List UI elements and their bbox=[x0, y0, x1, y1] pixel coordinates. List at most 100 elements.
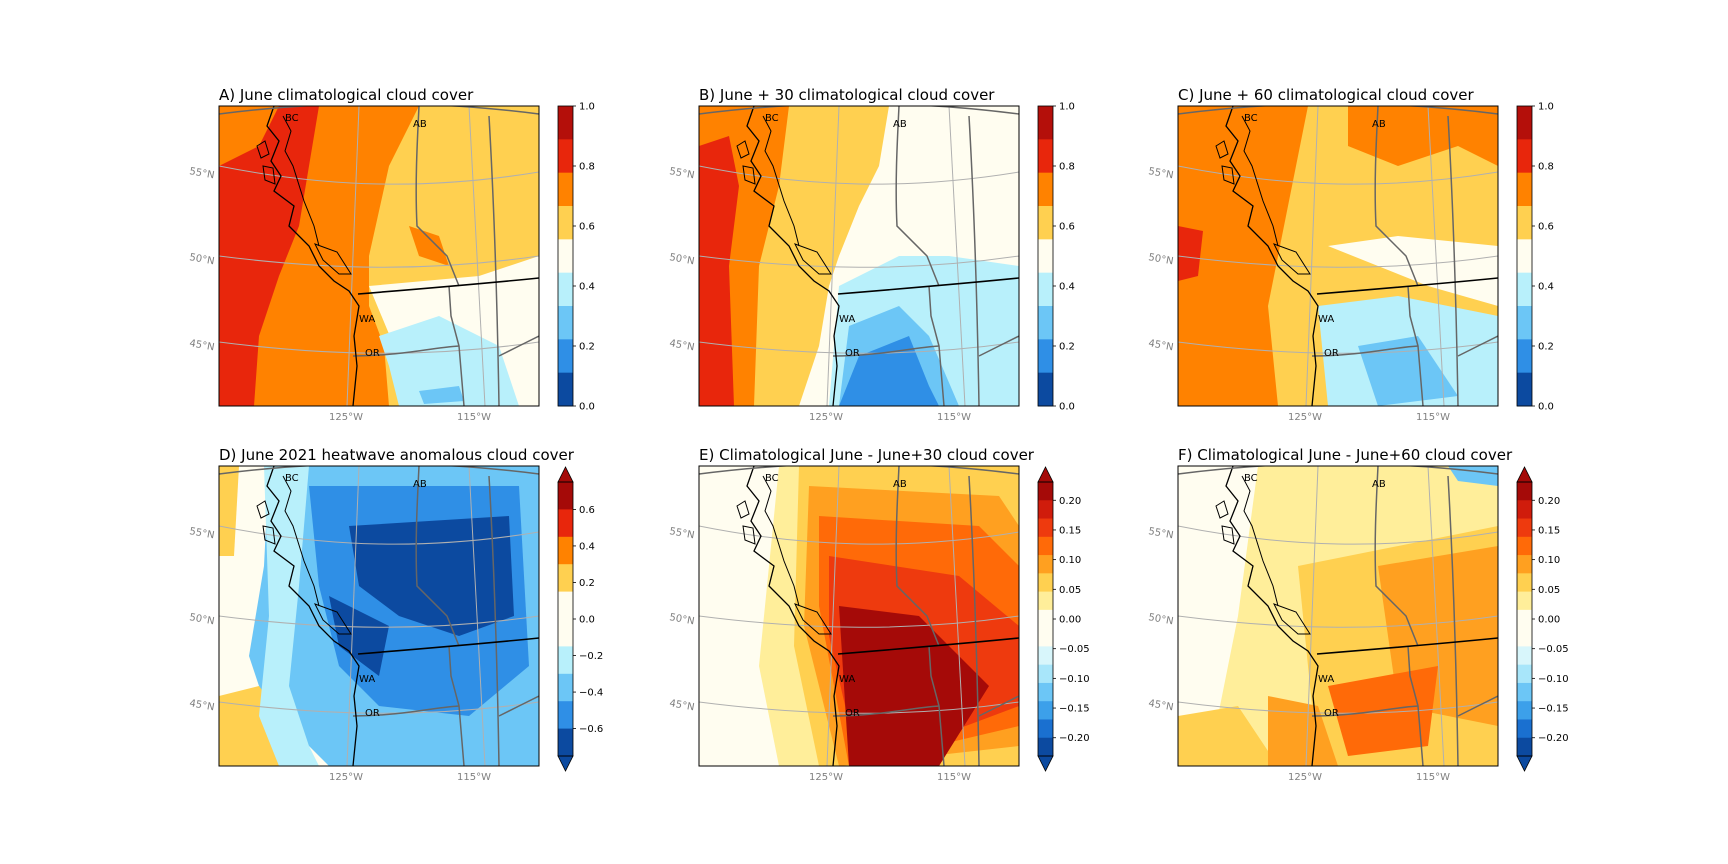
colorbar-tick-label: −0.2 bbox=[579, 651, 603, 662]
region-label: BC bbox=[285, 113, 299, 124]
graticule-line bbox=[1427, 466, 1445, 766]
latitude-label: 55°N bbox=[1147, 166, 1174, 181]
colorbar-segment bbox=[558, 239, 573, 274]
colorbar-tick-label: 0.0 bbox=[1059, 402, 1075, 413]
colorbar: 1.0 0.8 0.6 0.4 0.2 0.0 bbox=[1037, 102, 1075, 413]
colorbar-segment bbox=[1038, 139, 1053, 174]
island-outline bbox=[1215, 500, 1229, 519]
state-border bbox=[968, 475, 980, 766]
graticule-line bbox=[468, 466, 486, 766]
longitude-label: 125°W bbox=[329, 772, 363, 783]
colorbar-segment bbox=[558, 206, 573, 240]
graticule-line bbox=[1305, 466, 1319, 766]
latitude-label: 45°N bbox=[668, 698, 695, 713]
coastline bbox=[266, 106, 360, 406]
graticule-line bbox=[1178, 615, 1498, 628]
region-label: WA bbox=[1318, 314, 1334, 325]
colorbar-tick-label: 1.0 bbox=[579, 102, 595, 113]
map-field bbox=[699, 106, 1019, 406]
national-border bbox=[357, 277, 539, 295]
colorbar-segment bbox=[558, 306, 573, 340]
colorbar-segment bbox=[1038, 555, 1053, 574]
colorbar: 1.0 0.8 0.6 0.4 0.2 0.0 bbox=[557, 102, 595, 413]
colorbar: 0.20 0.15 0.10 0.05 0.00 −0.05 −0.10 −0.15 −0.20 bbox=[1037, 466, 1090, 772]
coastline bbox=[762, 115, 800, 247]
province-border bbox=[415, 466, 460, 647]
latitude-label: 45°N bbox=[188, 698, 215, 713]
panel-title: F) Climatological June - June+60 cloud c… bbox=[1178, 446, 1513, 464]
colorbar-segment bbox=[1517, 518, 1532, 538]
colorbar-segment bbox=[1038, 737, 1053, 757]
island-outline bbox=[262, 525, 276, 545]
map-frame bbox=[698, 105, 1020, 407]
colorbar-segment bbox=[558, 172, 573, 207]
region-label: OR bbox=[845, 348, 860, 359]
colorbar-extend-max bbox=[557, 466, 574, 483]
colorbar-segment bbox=[558, 673, 573, 702]
colorbar-segment bbox=[1038, 106, 1053, 140]
colorbar-segment bbox=[558, 619, 573, 647]
island-outline bbox=[1215, 140, 1229, 159]
province-border bbox=[1374, 106, 1419, 287]
longitude-label: 115°W bbox=[457, 772, 491, 783]
colorbar-segment bbox=[1517, 628, 1532, 647]
colorbar-segment bbox=[1517, 139, 1532, 174]
map-field bbox=[1178, 466, 1498, 766]
contour-region bbox=[1178, 706, 1278, 766]
coastline bbox=[1241, 115, 1279, 247]
region-label: BC bbox=[1244, 113, 1258, 124]
contour-region bbox=[839, 336, 939, 406]
colorbar-tick-label: −0.10 bbox=[1538, 674, 1569, 685]
colorbar-tick-label: 0.00 bbox=[1059, 615, 1081, 626]
graticule-line bbox=[699, 341, 1019, 354]
region-label: AB bbox=[1372, 479, 1386, 490]
colorbar-segment bbox=[1517, 573, 1532, 593]
state-border bbox=[1311, 705, 1419, 717]
latitude-label: 45°N bbox=[668, 338, 695, 353]
colorbar-tick-label: 1.0 bbox=[1059, 102, 1075, 113]
colorbar-segment bbox=[1038, 372, 1053, 407]
colorbar-segment bbox=[1517, 500, 1532, 520]
colorbar-tick-label: 0.6 bbox=[1538, 222, 1554, 233]
national-border bbox=[1316, 277, 1498, 295]
colorbar-segment bbox=[1517, 664, 1532, 684]
colorbar-tick-label: 0.8 bbox=[579, 162, 595, 173]
region-label: AB bbox=[1372, 119, 1386, 130]
colorbar-segment bbox=[1517, 719, 1532, 739]
colorbar-tick-label: 0.20 bbox=[1538, 496, 1560, 507]
coastline bbox=[282, 475, 320, 607]
colorbar-segment bbox=[1517, 646, 1532, 666]
colorbar-tick-label: −0.6 bbox=[579, 724, 603, 735]
colorbar-tick-label: 1.0 bbox=[1538, 102, 1554, 113]
region-label: BC bbox=[765, 473, 779, 484]
latitude-label: 50°N bbox=[668, 252, 695, 267]
colorbar-tick-label: 0.0 bbox=[579, 402, 595, 413]
longitude-label: 115°W bbox=[1416, 412, 1450, 423]
region-label: BC bbox=[285, 473, 299, 484]
colorbar-segment bbox=[1517, 737, 1532, 757]
coastline bbox=[1225, 106, 1319, 406]
colorbar-segment bbox=[1038, 339, 1053, 374]
colorbar-tick-label: 0.15 bbox=[1538, 525, 1560, 536]
colorbar-tick-label: 0.6 bbox=[579, 505, 595, 516]
longitude-label: 115°W bbox=[457, 412, 491, 423]
colorbar-segment bbox=[558, 106, 573, 140]
colorbar-segment bbox=[1038, 646, 1053, 666]
colorbar-segment bbox=[1517, 206, 1532, 240]
region-label: OR bbox=[845, 708, 860, 719]
map-panel: D) June 2021 heatwave anomalous cloud co… bbox=[188, 446, 603, 783]
colorbar-segment bbox=[1517, 272, 1532, 307]
latitude-label: 50°N bbox=[1147, 612, 1174, 627]
territory-border bbox=[219, 106, 539, 115]
colorbar-tick-label: 0.20 bbox=[1059, 496, 1081, 507]
island-outline bbox=[793, 243, 832, 275]
longitude-label: 115°W bbox=[937, 412, 971, 423]
map-field bbox=[1178, 106, 1498, 406]
coastline bbox=[1225, 466, 1319, 766]
state-border bbox=[1407, 645, 1424, 766]
map-panel: E) Climatological June - June+30 cloud c… bbox=[668, 446, 1089, 783]
longitude-label: 125°W bbox=[809, 412, 843, 423]
colorbar-segment bbox=[1517, 591, 1532, 611]
region-label: WA bbox=[839, 674, 855, 685]
